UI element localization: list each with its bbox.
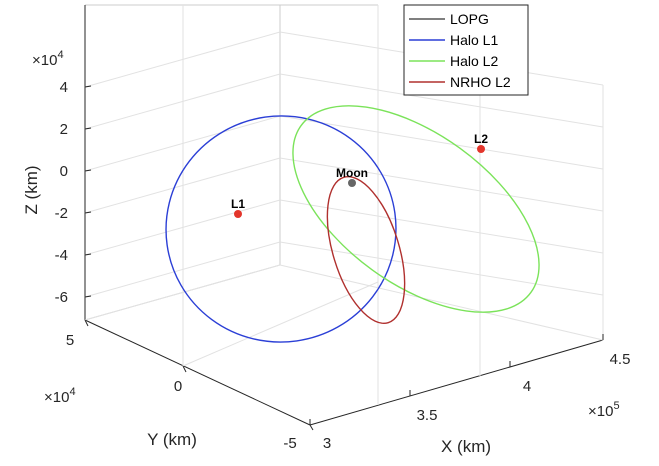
y-axis-label: Y (km) [147,430,197,449]
grid-back-z-m2 [279,157,604,212]
y-tick-label: 5 [66,332,74,349]
legend-label: NRHO L2 [450,74,511,90]
x-tick-labels: 3 3.5 4 4.5 [323,351,631,452]
grid-back-z-m4 [279,199,604,254]
grid-floor-3 [182,281,379,367]
y-tick-label: -5 [283,435,296,452]
point-label-l2: L2 [474,132,488,146]
y-tick-0 [182,365,187,373]
series-curves [165,105,540,343]
series-halo-l2 [292,105,540,313]
x-tick-label: 4 [523,378,531,395]
x-tick-label: 4.5 [610,351,631,368]
z-tick-label: -6 [55,289,68,306]
labelled-points: L1 Moon L2 [231,132,488,218]
y-tick-m5 [309,424,314,431]
y-tick-labels: 5 0 -5 [66,332,297,452]
z-tick-labels: 4 2 0 -2 -4 -6 [55,79,68,306]
point-label-moon: Moon [336,166,368,180]
point-label-l1: L1 [231,197,245,211]
legend: LOPG Halo L1 Halo L2 NRHO L2 [403,4,529,96]
z-tick-label: 2 [60,121,68,138]
legend-label: LOPG [450,11,489,27]
legend-label: Halo L2 [450,53,498,69]
z-tick-m6 [84,295,92,298]
legend-box [403,4,529,96]
z-axis-label: Z (km) [22,165,41,214]
z-tick-m4 [84,253,92,256]
grid-back-z-2 [279,73,604,128]
y-tick-label: 0 [174,378,182,395]
legend-label: Halo L1 [450,32,498,48]
z-tick-m2 [84,211,92,214]
z-tick-4 [84,85,92,88]
y-exponent-label: ×104 [44,386,76,406]
x-axis-label: X (km) [441,437,491,456]
z-tick-0 [84,169,92,172]
x-tick-label: 3.5 [417,407,438,424]
y-tick-5 [84,319,89,327]
z-tick-label: 4 [60,79,68,96]
point-l1 [234,210,242,218]
point-l2 [477,145,485,153]
z-tick-label: 0 [60,163,68,180]
z-tick-label: -2 [55,205,68,222]
x-tick-label: 3 [323,435,331,452]
series-halo-l1 [165,115,397,343]
z-tick-label: -4 [55,247,68,264]
point-moon [348,179,356,187]
grid-floor-2 [279,264,604,341]
x-exponent-label: ×105 [588,400,620,420]
legend-entries: LOPG Halo L1 Halo L2 NRHO L2 [409,11,511,90]
x-axis-line [309,339,604,426]
grid-back-z-0 [279,115,604,170]
axis-ticks [84,85,604,431]
grid-back-z-m6 [279,241,604,296]
z-tick-2 [84,127,92,130]
z-exponent-label: ×104 [32,49,64,69]
y-axis-line [84,319,311,426]
series-nrho-l2 [326,175,406,325]
